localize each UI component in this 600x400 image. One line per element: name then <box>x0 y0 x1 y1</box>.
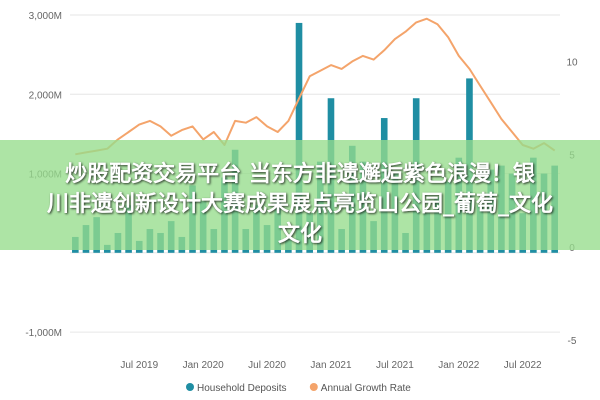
x-tick-label: Jul 2022 <box>504 360 542 371</box>
left-tick-label: 3,000M <box>29 11 62 22</box>
left-tick-label: -1,000M <box>25 328 62 339</box>
left-tick-label: 2,000M <box>29 90 62 101</box>
overlay-banner <box>0 140 600 250</box>
right-tick-label: -5 <box>568 336 577 347</box>
legend: Household Deposits Annual Growth Rate <box>186 383 411 394</box>
legend-label: Household Deposits <box>197 383 287 394</box>
overlay-line-2: 川非遗创新设计大赛成果展点亮览山公园_葡萄_文化 <box>46 192 553 217</box>
x-tick-label: Jul 2019 <box>120 360 158 371</box>
x-tick-label: Jan 2020 <box>183 360 225 371</box>
right-tick-label: 10 <box>566 57 578 68</box>
overlay-headline: 炒股配资交易平台 当东方非遗邂逅紫色浪漫！银 川非遗创新设计大赛成果展点亮览山公… <box>0 160 600 250</box>
x-tick-label: Jan 2022 <box>438 360 480 371</box>
legend-label: Annual Growth Rate <box>321 383 411 394</box>
x-tick-label: Jul 2021 <box>376 360 414 371</box>
x-axis-tick-labels: Jul 2019 Jan 2020 Jul 2020 Jan 2021 Jul 2021… <box>120 360 542 371</box>
overlay-line-1: 炒股配资交易平台 当东方非遗邂逅紫色浪漫！银 <box>65 162 535 187</box>
growth-line <box>75 17 556 156</box>
legend-swatch <box>309 383 318 391</box>
deposit-bar <box>295 22 303 253</box>
x-tick-label: Jan 2021 <box>310 360 352 371</box>
growth-rate-line <box>75 17 556 156</box>
legend-swatch <box>186 383 194 391</box>
x-tick-label: Jul 2020 <box>248 360 286 371</box>
overlay-line-3: 文化 <box>277 222 322 247</box>
